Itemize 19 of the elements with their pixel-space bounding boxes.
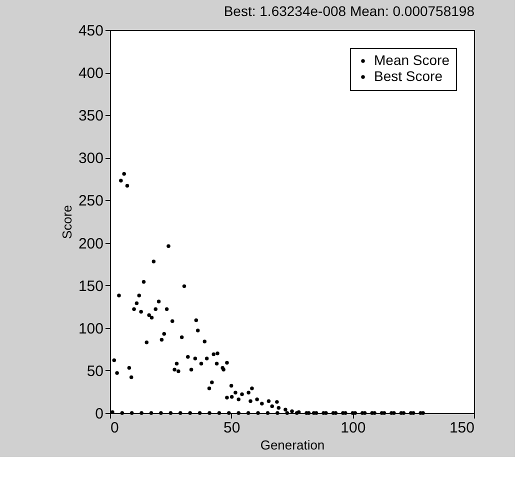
x-axis-title: Generation <box>260 438 325 452</box>
y-tick-label: 400 <box>78 65 104 82</box>
y-tick-label: 150 <box>78 278 104 295</box>
y-axis-title: Score <box>59 205 74 239</box>
y-tick-label: 200 <box>78 235 104 252</box>
y-tick-label: 0 <box>95 406 104 422</box>
x-tick-label: 150 <box>449 420 474 436</box>
y-tick-label: 250 <box>78 192 104 210</box>
chart-title: Best: 1.63234e-008 Mean: 0.000758198 <box>224 3 475 19</box>
y-tick-label: 350 <box>78 108 104 125</box>
legend-label: Mean Score <box>374 52 450 68</box>
legend-label: Best Score <box>374 68 443 84</box>
x-tick-label: 100 <box>340 420 366 436</box>
x-tick-label: 0 <box>110 420 119 436</box>
y-tick-label: 100 <box>78 320 104 338</box>
x-tick-label: 50 <box>223 420 240 436</box>
y-tick-label: 450 <box>78 22 104 40</box>
y-tick-label: 300 <box>78 150 104 168</box>
y-tick-label: 50 <box>86 362 104 380</box>
